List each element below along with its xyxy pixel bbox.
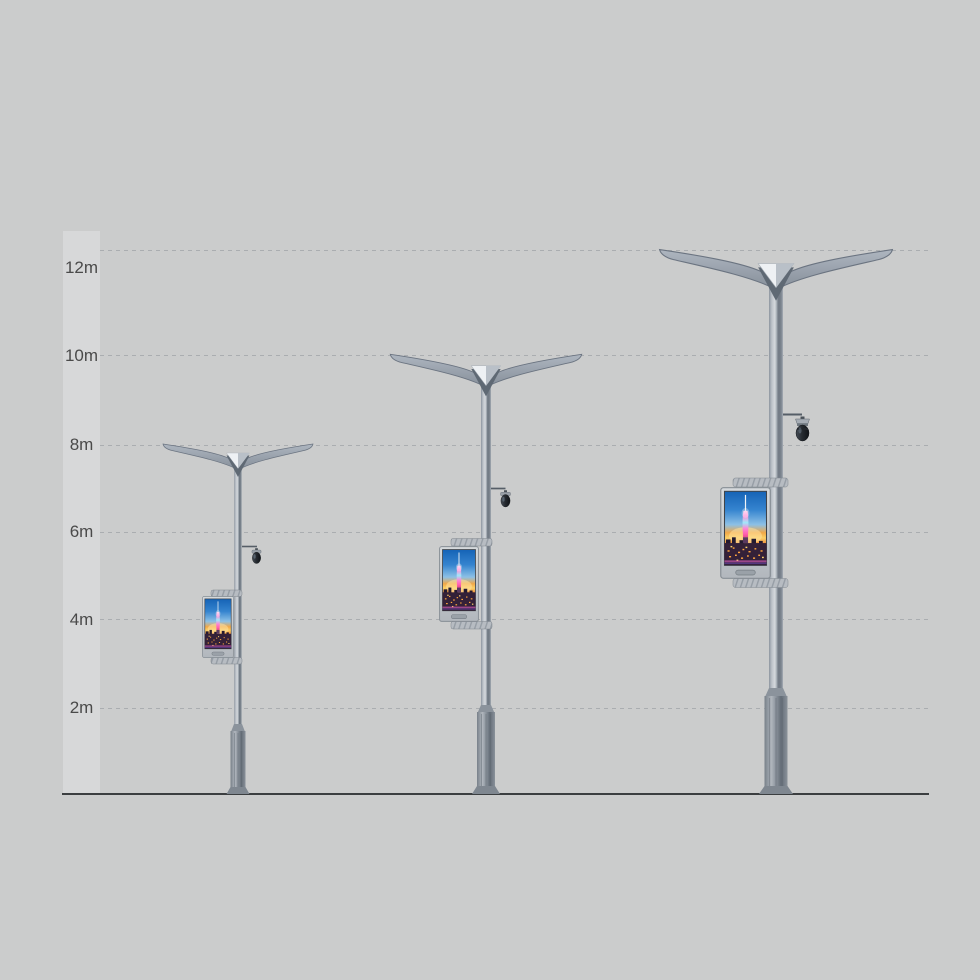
gridline-4m <box>100 619 929 620</box>
axis-label-2m: 2m <box>69 698 94 717</box>
gridline-6m <box>100 532 929 533</box>
streetlight-pole-10m <box>389 353 583 794</box>
gridline-12m <box>100 250 929 251</box>
axis-strip <box>63 231 100 794</box>
display-bracket-bottom <box>732 578 789 588</box>
display-bracket-top <box>210 589 243 597</box>
gridline-8m <box>100 445 929 446</box>
display-bracket-top <box>450 538 493 547</box>
streetlight-pole-12m <box>658 248 894 794</box>
ground-line <box>62 793 929 796</box>
display-bracket-bottom <box>210 657 243 665</box>
cctv-camera-icon <box>491 487 512 508</box>
dual-arm-light-fixture <box>389 353 583 397</box>
pole-base <box>226 724 250 794</box>
ptz-camera-icon <box>783 413 810 442</box>
pole-base <box>472 705 500 794</box>
axis-label-6m: 6m <box>69 522 94 541</box>
gridline-10m <box>100 355 929 356</box>
axis-label-4m: 4m <box>69 610 94 629</box>
display-bracket-top <box>732 477 789 488</box>
dual-arm-light-fixture <box>658 248 894 301</box>
led-display-screen <box>202 589 243 665</box>
led-display-screen <box>439 538 493 630</box>
axis-label-12m: 12m <box>64 258 99 277</box>
axis-label-8m: 8m <box>69 435 94 454</box>
streetlight-pole-8m <box>162 443 314 794</box>
dual-arm-light-fixture <box>162 443 314 477</box>
axis-label-10m: 10m <box>64 346 99 365</box>
display-bracket-bottom <box>450 621 493 630</box>
cctv-camera-icon <box>242 545 262 564</box>
gridline-2m <box>100 708 929 709</box>
pole-base <box>759 688 793 794</box>
led-display-screen <box>720 477 789 588</box>
